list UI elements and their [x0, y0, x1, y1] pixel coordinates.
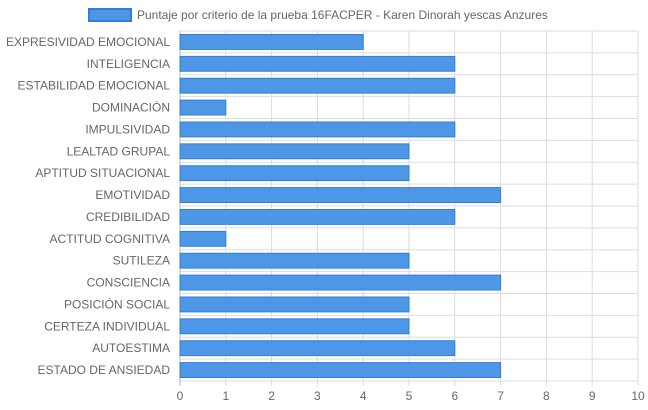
x-axis-ticks: 0 1 2 3 4 5 6 7 8 9 10 [177, 389, 645, 403]
bar[interactable] [179, 143, 410, 160]
x-tick-label: 6 [451, 389, 458, 403]
category-label: AUTOESTIMA [92, 341, 170, 355]
bar[interactable] [179, 230, 227, 247]
x-tick-label: 3 [314, 389, 321, 403]
category-label: LEALTAD GRUPAL [67, 144, 171, 158]
category-label: SUTILEZA [113, 254, 170, 268]
bar[interactable] [179, 296, 410, 313]
x-tick-label: 2 [268, 389, 275, 403]
category-label: INTELIGENCIA [87, 57, 170, 71]
x-tick-label: 5 [406, 389, 413, 403]
category-labels: EXPRESIVIDAD EMOCIONAL INTELIGENCIA ESTABI… [6, 35, 170, 377]
bar[interactable] [179, 252, 410, 269]
bar[interactable] [179, 165, 410, 182]
bar[interactable] [179, 121, 456, 138]
x-tick-label: 7 [497, 389, 504, 403]
legend-swatch[interactable] [88, 8, 132, 22]
x-tick-label: 4 [360, 389, 367, 403]
category-label: ESTABILIDAD EMOCIONAL [18, 79, 171, 93]
x-tick-label: 10 [631, 389, 645, 403]
bar[interactable] [179, 99, 227, 116]
category-label: EXPRESIVIDAD EMOCIONAL [6, 35, 170, 49]
bar[interactable] [179, 318, 410, 335]
category-label: ESTADO DE ANSIEDAD [38, 363, 171, 377]
category-label: ACTITUD COGNITIVA [50, 232, 170, 246]
category-label: POSICIÓN SOCIAL [64, 296, 170, 311]
bar[interactable] [179, 362, 502, 378]
x-tick-label: 9 [589, 389, 596, 403]
bar[interactable] [179, 77, 456, 94]
category-label: CREDIBILIDAD [86, 210, 170, 224]
category-label: CONSCIENCIA [87, 276, 170, 290]
bar[interactable] [179, 55, 456, 72]
category-label: CERTEZA INDIVIDUAL [44, 319, 170, 333]
category-label: IMPULSIVIDAD [85, 122, 170, 136]
bar[interactable] [179, 209, 456, 225]
bar[interactable] [179, 340, 456, 357]
x-tick-label: 1 [222, 389, 229, 403]
x-tick-label: 8 [543, 389, 550, 403]
category-label: EMOTIVIDAD [95, 188, 170, 202]
bars [179, 34, 502, 378]
category-label: DOMINACIÓN [92, 100, 170, 115]
bar[interactable] [179, 187, 502, 203]
legend-label[interactable]: Puntaje por criterio de la prueba 16FACP… [137, 8, 548, 22]
bar[interactable] [179, 34, 364, 50]
category-label: APTITUD SITUACIONAL [35, 166, 170, 180]
legend[interactable]: Puntaje por criterio de la prueba 16FACP… [88, 8, 548, 22]
x-tick-label: 0 [177, 389, 184, 403]
bar[interactable] [179, 274, 502, 291]
